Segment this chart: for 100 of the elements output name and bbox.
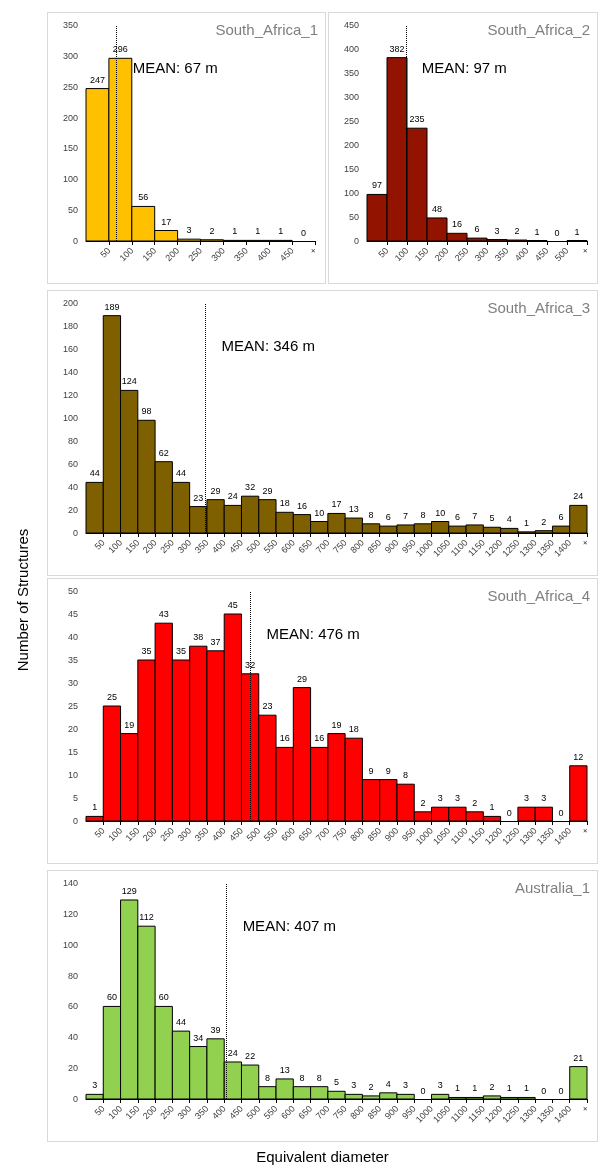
- data-label: 112: [139, 912, 154, 923]
- y-tick-label: 200: [343, 140, 359, 150]
- data-label: 98: [141, 406, 152, 417]
- y-tick-label: 35: [67, 655, 78, 665]
- x-tick-label: 400: [210, 1103, 228, 1122]
- data-label: 1: [278, 226, 284, 237]
- x-tick-label: 700: [313, 825, 332, 844]
- y-tick-label: 25: [67, 701, 78, 711]
- data-label: 9: [368, 765, 374, 776]
- y-tick-label: 60: [67, 1001, 78, 1012]
- x-tick-label: 400: [255, 245, 273, 264]
- data-label: 12: [573, 751, 584, 762]
- data-label: 3: [454, 793, 460, 804]
- data-label: 1: [524, 1083, 530, 1094]
- data-label: 3: [186, 225, 192, 236]
- x-tick-label: 150: [140, 245, 159, 264]
- x-tick-label: 850: [365, 825, 384, 844]
- x-tick-label: 750: [331, 537, 349, 556]
- x-tick-label: 400: [210, 825, 228, 844]
- x-tick-label: 350: [232, 245, 250, 264]
- y-tick-label: 20: [67, 1063, 78, 1074]
- data-label: 10: [435, 507, 446, 518]
- y-tick-label: 5: [72, 793, 78, 803]
- y-tick-label: 120: [62, 390, 78, 400]
- data-label: 9: [385, 765, 391, 776]
- y-tick-label: 350: [343, 68, 359, 78]
- data-label: 4: [506, 514, 512, 525]
- data-label: 7: [472, 510, 478, 521]
- y-tick-label: 350: [62, 20, 78, 30]
- x-tick-label: 450: [227, 537, 246, 556]
- data-label: 1: [232, 226, 238, 237]
- x-tick-label: 450: [227, 1103, 246, 1122]
- data-label: 6: [474, 224, 480, 235]
- x-tick-label: +: [579, 245, 591, 257]
- chart-title: South_Africa_1: [215, 21, 319, 38]
- y-tick-label: 140: [62, 367, 78, 377]
- x-tick-label: 800: [348, 825, 366, 844]
- x-tick-label: 400: [210, 537, 228, 556]
- x-tick-label: 250: [158, 1103, 176, 1122]
- data-label: 1: [489, 802, 495, 813]
- x-tick-label: 900: [382, 1103, 401, 1122]
- data-label: 1: [574, 226, 580, 237]
- data-label: 45: [227, 600, 238, 610]
- x-tick-label: 150: [123, 1103, 142, 1122]
- x-tick-label: 250: [452, 245, 471, 264]
- data-label: 17: [331, 499, 342, 510]
- data-label: 29: [262, 485, 273, 496]
- ref-line-label: MEAN: 346 m: [221, 337, 315, 354]
- y-tick-label: 400: [343, 44, 359, 54]
- x-tick-label: 300: [209, 245, 227, 264]
- x-tick-label: 800: [348, 1103, 366, 1122]
- data-label: 5: [333, 1077, 340, 1088]
- y-tick-label: 100: [62, 939, 78, 950]
- data-label: 1: [472, 1083, 478, 1094]
- y-tick-label: 140: [62, 878, 78, 888]
- x-tick-label: 900: [382, 825, 401, 844]
- x-tick-label: 350: [192, 825, 211, 844]
- x-tick-label: 350: [492, 245, 511, 264]
- data-label: 3: [351, 1080, 357, 1091]
- data-label: 25: [106, 692, 117, 702]
- data-label: 23: [193, 492, 204, 503]
- data-label: 2: [368, 1081, 374, 1092]
- y-axis-title: Number of Structures: [13, 528, 31, 672]
- y-tick-label: 180: [62, 321, 78, 331]
- y-tick-label: 50: [67, 205, 78, 216]
- x-axis-title: Equivalent diameter: [256, 1148, 389, 1165]
- data-label: 13: [348, 504, 359, 515]
- data-label: 19: [124, 719, 135, 730]
- x-tick-label: 450: [277, 245, 296, 264]
- data-label: 6: [558, 512, 564, 523]
- data-label: 235: [409, 114, 425, 125]
- data-label: 124: [121, 376, 137, 387]
- y-tick-label: 20: [67, 505, 78, 515]
- x-tick-label: 800: [348, 537, 366, 556]
- data-label: 24: [227, 491, 238, 502]
- y-tick-label: 60: [67, 459, 78, 469]
- x-tick-label: 750: [331, 1103, 349, 1122]
- x-tick-label: 100: [106, 537, 125, 556]
- data-label: 32: [245, 482, 256, 493]
- y-tick-label: 80: [67, 970, 78, 981]
- x-tick-label: 850: [365, 1103, 384, 1122]
- data-label: 2: [489, 1081, 495, 1092]
- x-tick-label: 200: [140, 537, 159, 556]
- x-tick-label: 50: [92, 537, 107, 552]
- y-tick-label: 50: [67, 586, 78, 596]
- data-label: 382: [389, 43, 405, 54]
- data-label: 2: [541, 516, 547, 527]
- data-label: 29: [210, 485, 221, 496]
- data-label: 2: [209, 225, 215, 236]
- data-label: 6: [385, 512, 391, 523]
- x-tick-label: 450: [532, 245, 551, 264]
- data-label: 24: [227, 1047, 238, 1058]
- x-tick-label: 50: [376, 245, 391, 260]
- data-label: 34: [193, 1032, 204, 1043]
- data-label: 8: [403, 770, 409, 781]
- x-tick-label: 650: [296, 537, 315, 556]
- x-tick-label: 250: [158, 537, 176, 556]
- y-tick-label: 50: [348, 212, 359, 222]
- y-tick-label: 150: [62, 143, 78, 154]
- x-tick-label: 400: [512, 245, 531, 264]
